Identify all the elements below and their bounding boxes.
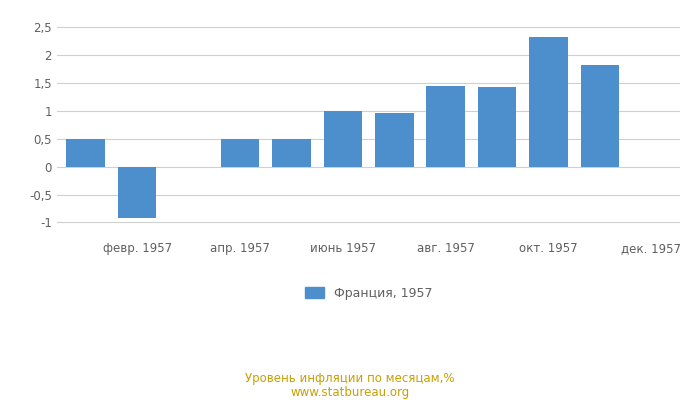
Text: Уровень инфляции по месяцам,%: Уровень инфляции по месяцам,% <box>245 372 455 385</box>
Bar <box>323 112 362 167</box>
Bar <box>272 139 311 167</box>
Bar <box>118 167 156 218</box>
Text: www.statbureau.org: www.statbureau.org <box>290 386 410 399</box>
Bar <box>581 65 620 167</box>
Bar <box>529 37 568 167</box>
Bar <box>478 87 517 167</box>
Bar <box>375 113 414 167</box>
Bar <box>426 86 465 167</box>
Legend: Франция, 1957: Франция, 1957 <box>300 282 438 305</box>
Bar <box>66 139 105 167</box>
Bar <box>220 139 259 167</box>
